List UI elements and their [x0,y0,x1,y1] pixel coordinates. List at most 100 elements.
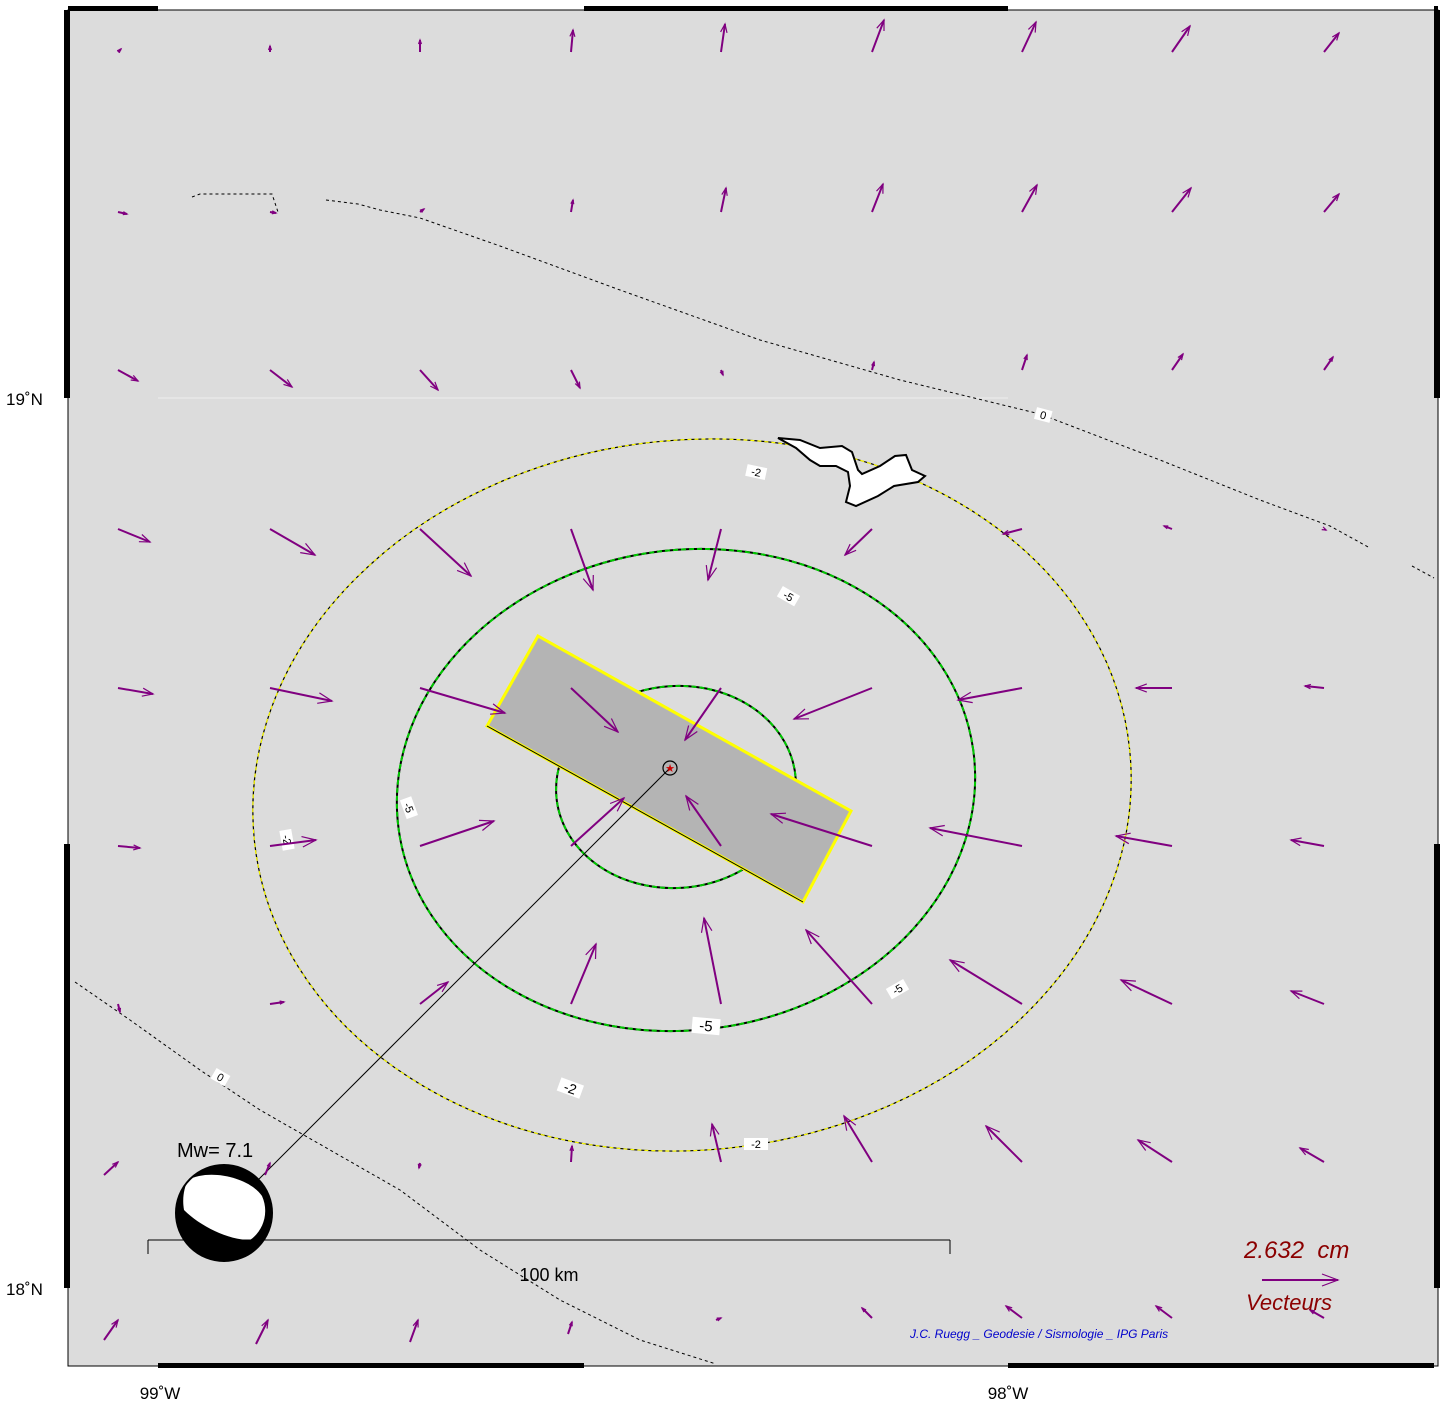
legend-arrow-label: Vecteurs [1246,1290,1332,1315]
contour-label-minus2-2: -2 [279,834,293,846]
magnitude-label: Mw= 7.1 [177,1140,253,1162]
displacement-vector [871,360,876,371]
displacement-vector [1289,990,1325,1005]
vector-shaft [861,1307,873,1319]
displacement-vector [1171,352,1184,371]
vector-shaft [1021,354,1028,371]
vector-arrowhead [412,1318,419,1328]
vector-arrowhead [582,574,594,592]
displacement-vector [948,959,1023,1005]
vector-arrowhead [301,836,318,848]
displacement-vector [720,186,728,213]
beachball-icon [175,1164,273,1262]
vector-arrowhead [417,38,423,45]
vector-shaft [770,813,873,847]
displacement-vector [984,1124,1023,1163]
vector-arrowhead [721,186,728,196]
vector-arrowhead [456,562,473,578]
vector-arrowhead [984,1124,1000,1140]
contour-labels: 0 0 -2 -2 -2 -2 -5 -5 -5 -5 [210,407,1053,1151]
vector-arrowhead [568,1320,573,1327]
vector-shaft [419,687,506,714]
vector-arrowhead [266,1161,271,1168]
vector-arrowhead [843,1114,857,1131]
displacement-vector [570,528,594,592]
vector-arrowhead [271,210,278,215]
displacement-vector [267,44,273,52]
displacement-vector [719,369,724,377]
vector-shaft [871,183,884,213]
displacement-vector [720,22,728,53]
lon-label-98w: 98˚W [988,1384,1029,1402]
vector-arrowhead [843,543,857,557]
vector-shaft [703,917,722,1005]
lon-label-99w: 99˚W [140,1384,181,1402]
vector-shaft [419,820,495,847]
vector-arrowhead [1289,990,1303,1000]
vector-arrowhead [430,381,440,392]
displacement-vector [871,18,885,53]
vector-shaft [793,687,873,720]
legend-arrow-icon [1262,1273,1340,1287]
displacement-vector [1289,837,1325,847]
vector-shaft [1120,979,1173,1005]
vector-arrowhead [436,980,450,993]
vector-arrowhead [122,211,129,216]
vector-shaft [1021,21,1037,53]
vector-arrowhead [283,379,294,389]
vector-arrowhead [585,942,597,960]
scale-bar [147,1239,951,1254]
vector-shaft [1290,839,1325,847]
vector-arrowhead [1321,526,1328,531]
vector-arrowhead [860,1306,867,1313]
scale-bar-label: 100 km [519,1265,578,1285]
vector-arrowhead [117,1007,122,1014]
contour-label-minus2-1: -2 [750,466,762,480]
vector-shaft [419,981,449,1005]
vector-arrowhead [804,928,820,945]
vector-shaft [419,369,439,391]
displacement-vector [419,687,507,715]
displacement-vector [1021,183,1038,213]
lat-label-18n: 18˚N [6,1280,43,1299]
vector-shaft [720,187,727,213]
displacement-vector [269,687,334,704]
vector-shaft [1005,1305,1023,1319]
svg-text:★: ★ [665,762,675,775]
vector-arrowhead [720,22,728,34]
map-frame [64,6,1440,1368]
displacement-vector [269,369,294,389]
displacement-vector [419,980,450,1005]
displacement-vector [409,1318,419,1343]
vector-arrowhead [1162,525,1169,530]
vector-arrowhead [570,198,575,205]
vector-shaft [269,839,317,847]
vector-arrowhead [490,703,507,715]
displacement-vector [956,687,1023,704]
contour-label-zero-2: 0 [214,1071,225,1084]
vector-shaft [269,1001,285,1005]
vector-arrowhead [948,959,965,973]
vector-shaft [1137,1139,1173,1163]
vector-shaft [1323,193,1340,213]
vector-shaft [1323,32,1340,53]
vector-arrowhead [871,360,876,367]
vector-arrowhead [685,794,699,811]
vector-shaft [949,959,1023,1005]
vector-shaft [1171,353,1184,371]
vector-shaft [684,687,722,741]
displacement-vector [860,1306,873,1319]
displacement-vector [684,687,722,742]
lake-shape [777,437,927,508]
displacement-vector [709,1122,722,1163]
displacement-vector [419,207,426,213]
vector-shaft [103,1319,119,1341]
vector-arrowhead [1328,355,1334,363]
displacement-vector [1021,20,1037,53]
displacement-vector [117,1003,122,1014]
displacement-vector [264,1161,271,1176]
vector-arrowhead [769,812,787,824]
vector-shaft [843,1115,873,1163]
displacement-vector [1323,192,1341,213]
displacement-vector [1119,979,1173,1005]
